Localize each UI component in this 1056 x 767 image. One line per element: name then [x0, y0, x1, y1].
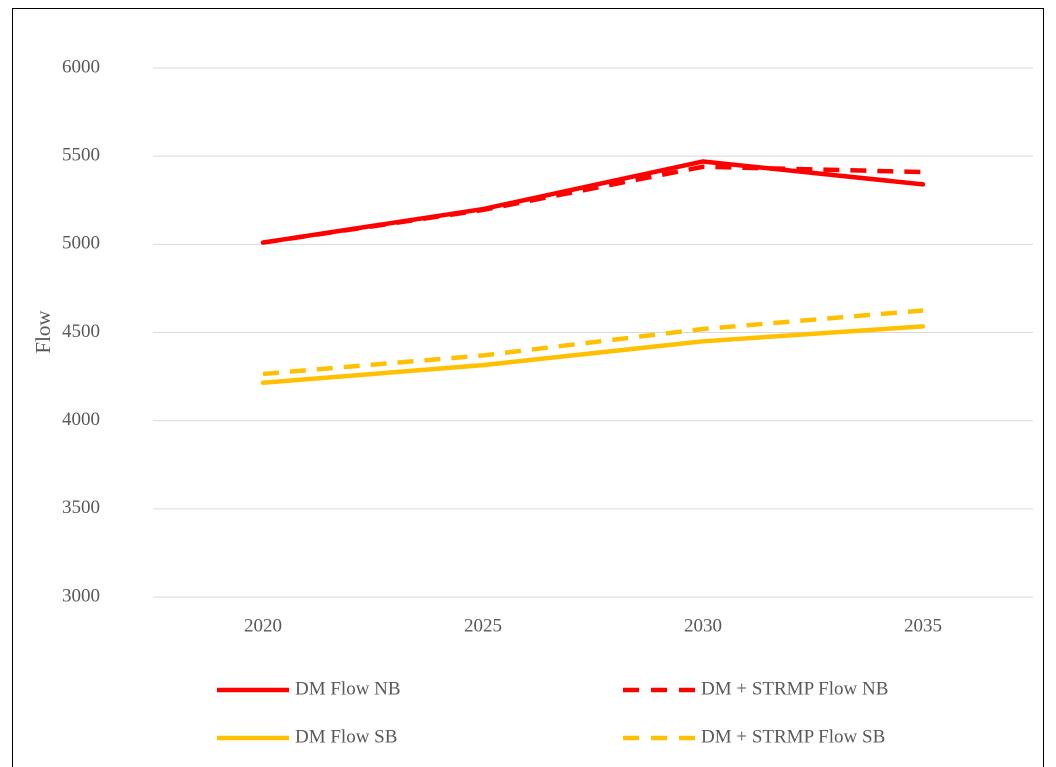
- y-tick-label: 6000: [62, 56, 100, 77]
- y-tick-label: 4000: [62, 409, 100, 430]
- series-line: [260, 324, 926, 386]
- legend-label: DM Flow NB: [295, 678, 401, 699]
- x-tick-label: 2020: [244, 615, 282, 636]
- y-tick-label: 5000: [62, 233, 100, 254]
- legend-label: DM + STRMP Flow SB: [701, 726, 885, 747]
- chart-border: [12, 8, 1044, 767]
- series-line: [262, 308, 924, 377]
- x-tick-label: 2025: [464, 615, 502, 636]
- series-line: [260, 159, 926, 245]
- x-tick-label: 2030: [684, 615, 722, 636]
- series-line: [262, 164, 924, 245]
- y-tick-label: 3500: [62, 497, 100, 518]
- legend-label: DM Flow SB: [295, 726, 397, 747]
- y-tick-label: 3000: [62, 585, 100, 606]
- legend-label: DM + STRMP Flow NB: [701, 678, 888, 699]
- x-tick-label: 2035: [904, 615, 942, 636]
- y-tick-label: 4500: [62, 321, 100, 342]
- y-tick-label: 5500: [62, 145, 100, 166]
- y-axis-label: Flow: [31, 310, 55, 354]
